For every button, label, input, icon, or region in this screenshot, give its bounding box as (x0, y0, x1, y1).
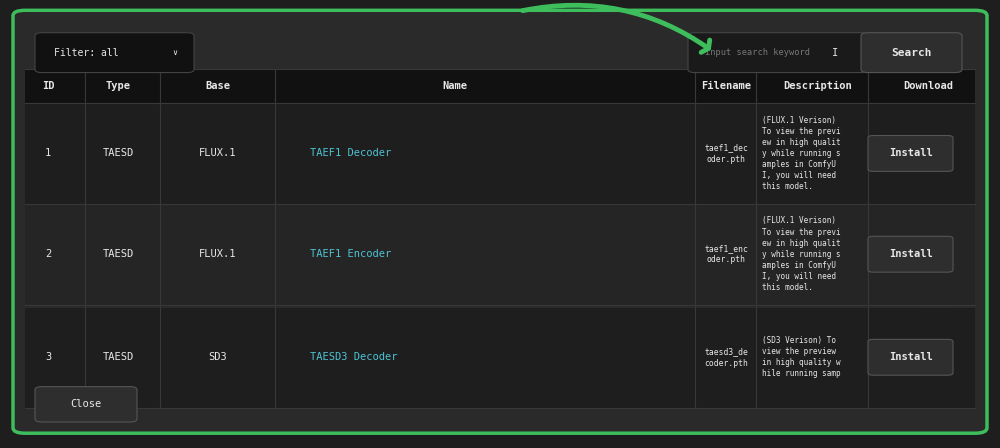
Text: FLUX.1: FLUX.1 (199, 148, 237, 159)
Bar (25, 205, 975, 305)
Text: FLUX.1: FLUX.1 (199, 249, 237, 259)
FancyBboxPatch shape (35, 33, 194, 73)
Text: 2: 2 (45, 249, 51, 259)
Text: Base: Base (206, 81, 230, 91)
Text: (FLUX.1 Verison)
To view the previ
ew in high qualit
y while running s
amples in: (FLUX.1 Verison) To view the previ ew in… (762, 116, 841, 191)
Bar (25, 308, 975, 408)
Text: TAEF1 Encoder: TAEF1 Encoder (310, 249, 391, 259)
Text: input search keyword: input search keyword (705, 48, 810, 57)
Text: ID: ID (42, 81, 54, 91)
FancyBboxPatch shape (13, 10, 987, 433)
Bar (25, 104, 975, 204)
Text: TAESD: TAESD (102, 352, 134, 362)
FancyBboxPatch shape (688, 33, 867, 73)
Text: Install: Install (889, 352, 932, 362)
Text: Name: Name (442, 81, 468, 91)
Text: Filter: all: Filter: all (54, 47, 119, 58)
Text: 9: 9 (26, 112, 104, 219)
Text: Close: Close (70, 399, 102, 409)
Text: Install: Install (889, 249, 932, 259)
Text: TAESD: TAESD (102, 148, 134, 159)
Text: I: I (832, 47, 838, 58)
Text: Filename: Filename (701, 81, 751, 91)
Text: (FLUX.1 Verison)
To view the previ
ew in high qualit
y while running s
amples in: (FLUX.1 Verison) To view the previ ew in… (762, 216, 841, 292)
Text: Search: Search (891, 47, 932, 58)
Text: Download: Download (903, 81, 953, 91)
FancyBboxPatch shape (861, 33, 962, 73)
Text: TAESD: TAESD (102, 249, 134, 259)
Bar (25, 69, 975, 103)
Text: Install: Install (889, 148, 932, 159)
Text: TAEF1 Decoder: TAEF1 Decoder (310, 148, 391, 159)
Text: 3: 3 (45, 352, 51, 362)
Text: Description: Description (784, 81, 852, 91)
FancyBboxPatch shape (868, 340, 953, 375)
Text: taef1_dec
oder.pth: taef1_dec oder.pth (704, 143, 748, 164)
FancyBboxPatch shape (35, 387, 137, 422)
FancyBboxPatch shape (868, 135, 953, 171)
FancyBboxPatch shape (868, 236, 953, 272)
Text: 9: 9 (902, 299, 974, 400)
Text: TAESD3 Decoder: TAESD3 Decoder (310, 352, 398, 362)
Text: ∨: ∨ (173, 48, 178, 57)
Text: 1: 1 (45, 148, 51, 159)
Text: SD3: SD3 (209, 352, 227, 362)
Text: (SD3 Verison) To
view the preview
in high quality w
hile running samp: (SD3 Verison) To view the preview in hig… (762, 336, 841, 379)
Text: taef1_enc
oder.pth: taef1_enc oder.pth (704, 244, 748, 264)
Text: taesd3_de
coder.pth: taesd3_de coder.pth (704, 347, 748, 367)
Text: Type: Type (106, 81, 130, 91)
